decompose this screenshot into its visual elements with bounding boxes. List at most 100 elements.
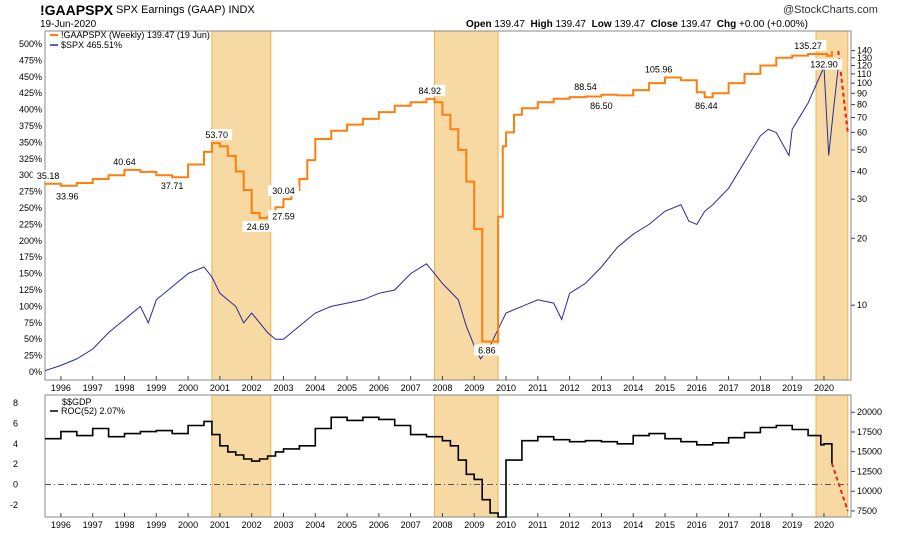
x-tick-label: 2017 — [719, 383, 739, 393]
x-tick-label: 1998 — [114, 520, 134, 530]
y-tick-label-right: 130 — [857, 53, 872, 63]
y-tick-label-left: 150% — [19, 269, 42, 279]
data-label-bg — [789, 39, 827, 51]
x-tick-label: 2016 — [687, 383, 707, 393]
data-label: 40.64 — [113, 157, 136, 167]
x-tick-label: 2015 — [655, 520, 675, 530]
y-tick-label-right: 20 — [857, 233, 867, 243]
x-tick-label: 2002 — [242, 383, 262, 393]
x-tick-label: 2004 — [305, 383, 325, 393]
x-tick-label: 2008 — [432, 383, 452, 393]
x-tick-label: 2016 — [687, 520, 707, 530]
x-tick-label: 2009 — [464, 520, 484, 530]
x-tick-label: 2015 — [655, 383, 675, 393]
legend-roc: ROC(52) 2.07% — [61, 406, 125, 416]
data-label: 37.71 — [161, 181, 184, 191]
data-label-bg — [414, 84, 446, 96]
chg-label: Chg — [716, 19, 737, 30]
top-panel-frame — [44, 30, 852, 381]
data-label-bg — [51, 190, 83, 202]
y-tick-label-left: 400% — [19, 105, 42, 115]
y-tick-label-left: 325% — [19, 154, 42, 164]
y-tick-label-left: -2 — [10, 500, 18, 510]
y-tick-label-left: 125% — [19, 285, 42, 295]
y-tick-label-right: 50 — [857, 145, 867, 155]
x-tick-label: 2017 — [719, 520, 739, 530]
y-tick-label-left: 450% — [19, 72, 42, 82]
y-tick-label-right: 17500 — [857, 427, 882, 437]
high-value: 139.47 — [555, 19, 587, 30]
y-tick-label-right: 7500 — [857, 506, 877, 516]
y-tick-label-left: 75% — [24, 318, 42, 328]
x-tick-label: 2012 — [560, 383, 580, 393]
x-tick-label: 2020 — [814, 383, 834, 393]
data-label: 135.27 — [794, 41, 822, 51]
gdp-projection-line — [830, 463, 849, 512]
x-tick-label: 1996 — [51, 520, 71, 530]
data-label-bg — [805, 58, 843, 70]
legend-earnings: !GAAPSPX (Weekly) 139.47 (19 Jun) — [61, 30, 210, 40]
x-tick-label: 2014 — [623, 520, 643, 530]
shaded-period-top — [433, 30, 499, 381]
x-tick-label: 2011 — [528, 520, 547, 530]
chart-date: 19-Jun-2020 — [40, 19, 97, 30]
y-tick-label-left: 375% — [19, 121, 42, 131]
low-value: 139.47 — [614, 19, 646, 30]
y-tick-label-left: 350% — [19, 137, 42, 147]
y-tick-label-left: 4 — [13, 439, 18, 449]
x-tick-label: 2013 — [591, 520, 611, 530]
data-label-bg — [474, 344, 500, 356]
x-tick-label: 2006 — [369, 383, 389, 393]
y-tick-label-right: 120 — [857, 61, 872, 71]
open-label: Open — [466, 19, 492, 30]
legend-spx: $SPX 465.51% — [61, 40, 122, 50]
data-label-bg — [156, 180, 188, 192]
close-value: 139.47 — [680, 19, 712, 30]
high-label: High — [530, 19, 553, 30]
y-tick-label-left: 6 — [13, 418, 18, 428]
y-tick-label-right: 140 — [857, 46, 872, 56]
shaded-period-top — [815, 30, 849, 381]
y-tick-label-left: 8 — [13, 398, 18, 408]
x-tick-label: 2003 — [273, 383, 293, 393]
x-tick-label: 2005 — [337, 520, 357, 530]
data-label-bg — [640, 63, 677, 75]
shaded-period-bottom — [211, 394, 272, 518]
data-label-bg — [267, 185, 299, 197]
stockcharts-watermark: @StockCharts.com — [783, 4, 878, 16]
chart-description: SPX Earnings (GAAP) INDX — [116, 4, 255, 16]
y-tick-label-left: 425% — [19, 88, 42, 98]
x-tick-label: 2002 — [242, 520, 262, 530]
x-tick-label: 2012 — [560, 520, 580, 530]
data-label: 105.96 — [645, 65, 673, 75]
y-tick-label-left: 225% — [19, 219, 42, 229]
x-tick-label: 2007 — [401, 520, 421, 530]
legend-gdp-symbol: $$GDP — [62, 397, 92, 407]
data-label: 35.18 — [37, 171, 60, 181]
y-tick-label-left: 175% — [19, 252, 42, 262]
y-tick-label-left: 0 — [13, 479, 18, 489]
x-tick-label: 1997 — [83, 520, 103, 530]
data-label-bg — [585, 100, 617, 112]
x-tick-label: 2004 — [305, 520, 325, 530]
x-tick-label: 2013 — [591, 383, 611, 393]
data-label-bg — [690, 100, 722, 112]
y-tick-label-right: 60 — [857, 127, 867, 137]
y-tick-label-right: 20000 — [857, 407, 882, 417]
chg-value: +0.00 (+0.00%) — [739, 19, 808, 30]
shaded-period-top — [211, 30, 272, 381]
data-label-bg — [267, 210, 299, 222]
x-tick-label: 2018 — [750, 520, 770, 530]
y-tick-label-left: 100% — [19, 301, 42, 311]
spx-series-line — [44, 66, 839, 372]
y-tick-label-left: 2 — [13, 459, 18, 469]
data-label-bg — [242, 220, 274, 232]
y-tick-label-left: 200% — [19, 236, 42, 246]
x-tick-label: 2005 — [337, 383, 357, 393]
close-label: Close — [650, 19, 678, 30]
x-tick-label: 2006 — [369, 520, 389, 530]
data-label-bg — [570, 80, 602, 92]
x-tick-label: 2019 — [782, 383, 802, 393]
x-tick-label: 2020 — [814, 520, 834, 530]
